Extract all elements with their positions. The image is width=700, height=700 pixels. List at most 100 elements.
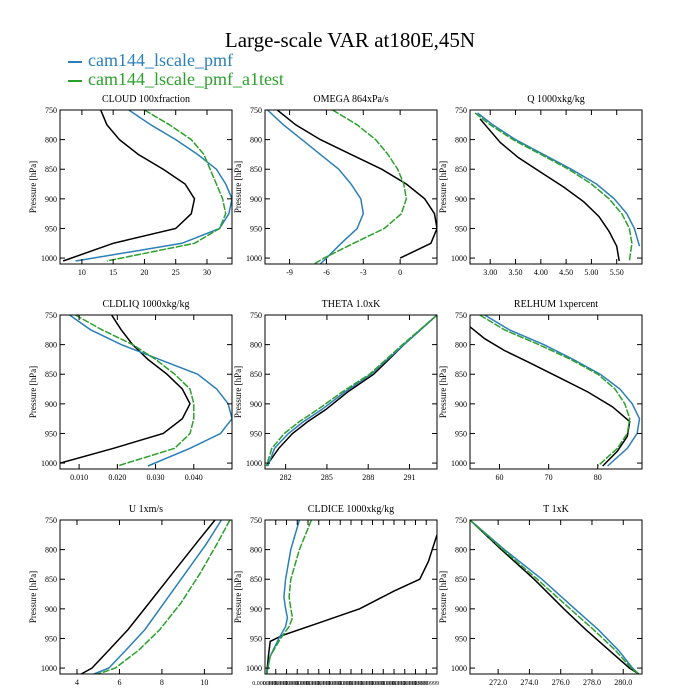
panel-title: RELHUM 1xpercent — [514, 299, 598, 310]
y-tick-label: 1000 — [246, 664, 262, 673]
x-tick-label: 30 — [203, 268, 211, 277]
y-axis-label: Pressure [hPa] — [233, 161, 243, 213]
x-tick-label: 3.00 — [483, 268, 497, 277]
series-line-1 — [479, 118, 620, 262]
y-axis-label: Pressure [hPa] — [438, 571, 448, 623]
series-line-3 — [265, 520, 313, 674]
x-tick-label: 5.00 — [584, 268, 598, 277]
y-tick-label: 800 — [45, 341, 57, 350]
series-line-2 — [265, 520, 301, 674]
y-tick-label: 900 — [45, 605, 57, 614]
series-line-3 — [265, 315, 437, 467]
y-tick-label: 900 — [455, 400, 467, 409]
series-line-3 — [106, 110, 227, 262]
y-tick-label: 850 — [250, 165, 262, 174]
x-tick-label: 0.0000000 — [285, 681, 311, 687]
x-tick-label: 0.0000000 — [338, 681, 364, 687]
x-tick-label: 0.0000000 — [274, 681, 300, 687]
y-tick-label: 750 — [45, 311, 57, 320]
plot-frame — [264, 109, 438, 265]
y-tick-label: 950 — [45, 429, 57, 438]
panel-title: THETA 1.0xK — [322, 299, 381, 310]
y-tick-label: 950 — [250, 634, 262, 643]
y-tick-label: 850 — [455, 165, 467, 174]
y-tick-label: 850 — [250, 575, 262, 584]
y-axis-label: Pressure [hPa] — [28, 366, 38, 418]
plot-frame — [59, 519, 233, 675]
series-line-1 — [62, 110, 196, 262]
plot-frame — [264, 314, 438, 470]
x-tick-label: 0.020 — [108, 473, 126, 482]
y-tick-label: 950 — [455, 634, 467, 643]
x-tick-label: 0.0000000 — [306, 681, 332, 687]
x-tick-label: 8 — [160, 678, 164, 687]
y-tick-label: 900 — [250, 195, 262, 204]
y-tick-label: 850 — [45, 575, 57, 584]
series-line-3 — [470, 520, 640, 674]
series-line-1 — [470, 520, 640, 674]
series-line-2 — [267, 315, 437, 467]
y-axis-label: Pressure [hPa] — [28, 571, 38, 623]
x-tick-label: -3 — [360, 268, 367, 277]
x-tick-label: 4.50 — [559, 268, 573, 277]
x-tick-label: 274.0 — [520, 678, 538, 687]
x-tick-label: 0.0000000 — [263, 681, 289, 687]
y-tick-label: 950 — [455, 224, 467, 233]
y-tick-label: 800 — [455, 546, 467, 555]
series-line-3 — [474, 112, 633, 262]
y-tick-label: 1000 — [246, 459, 262, 468]
x-tick-label: 25 — [172, 268, 180, 277]
x-tick-label: 15 — [109, 268, 117, 277]
x-tick-label: 0.0000000 — [328, 681, 354, 687]
x-tick-label: 0.0000000 — [295, 681, 321, 687]
series-line-2 — [75, 110, 232, 262]
x-tick-label: 0.040 — [185, 473, 203, 482]
x-tick-label: -6 — [323, 268, 330, 277]
y-tick-label: 750 — [250, 516, 262, 525]
y-tick-label: 900 — [455, 605, 467, 614]
x-tick-label: 0 — [398, 268, 402, 277]
y-axis-label: Pressure [hPa] — [28, 161, 38, 213]
y-axis-label: Pressure [hPa] — [438, 366, 448, 418]
panel-7: U 1xm/s 750 800 850 900 950 1000 Pressure [hPa]… — [28, 504, 233, 687]
x-tick-label: 0.0000000 — [381, 681, 407, 687]
series-line-1 — [80, 520, 216, 674]
legend-label-2: cam144_lscale_pmf_a1test — [88, 69, 284, 89]
series-line-2 — [69, 315, 232, 467]
y-tick-label: 850 — [455, 370, 467, 379]
plot-frame — [59, 314, 233, 470]
x-tick-label: 10 — [200, 678, 208, 687]
plot-frame — [469, 314, 643, 470]
panel-1: CLOUD 100xfraction 750 800 850 900 950 1000 Pre… — [28, 94, 233, 277]
y-tick-label: 750 — [455, 106, 467, 115]
y-tick-label: 750 — [250, 311, 262, 320]
x-tick-label: 0.010 — [70, 473, 88, 482]
x-tick-label: 6 — [117, 678, 121, 687]
x-tick-label: 0.0000000 — [371, 681, 397, 687]
y-tick-label: 1000 — [246, 254, 262, 263]
y-tick-label: 800 — [250, 136, 262, 145]
x-tick-label: 276.0 — [552, 678, 570, 687]
y-tick-label: 850 — [45, 165, 57, 174]
y-tick-label: 950 — [45, 224, 57, 233]
series-line-2 — [93, 520, 223, 674]
series-line-2 — [477, 112, 641, 247]
plot-frame — [469, 519, 643, 675]
legend-swatch-1 — [68, 60, 82, 63]
x-tick-label: 4 — [75, 678, 79, 687]
x-tick-label: 4.00 — [534, 268, 548, 277]
x-tick-label: 0.9999999 — [414, 681, 440, 687]
panel-3: Q 1000xkg/kg 750 800 850 900 950 1000 Pressure … — [438, 94, 643, 277]
panel-8: CLDICE 1000xkg/kg 750 800 850 900 950 1000 Pres… — [233, 504, 439, 687]
plot-frame — [469, 109, 643, 265]
series-line-2 — [484, 315, 641, 467]
y-tick-label: 900 — [45, 195, 57, 204]
y-tick-label: 750 — [45, 516, 57, 525]
x-tick-label: 272.0 — [489, 678, 507, 687]
panel-title: T 1xK — [543, 504, 569, 515]
series-line-3 — [74, 315, 195, 467]
panel-title: CLDICE 1000xkg/kg — [308, 504, 394, 515]
y-tick-label: 950 — [45, 634, 57, 643]
legend-label-1: cam144_lscale_pmf — [88, 50, 233, 70]
